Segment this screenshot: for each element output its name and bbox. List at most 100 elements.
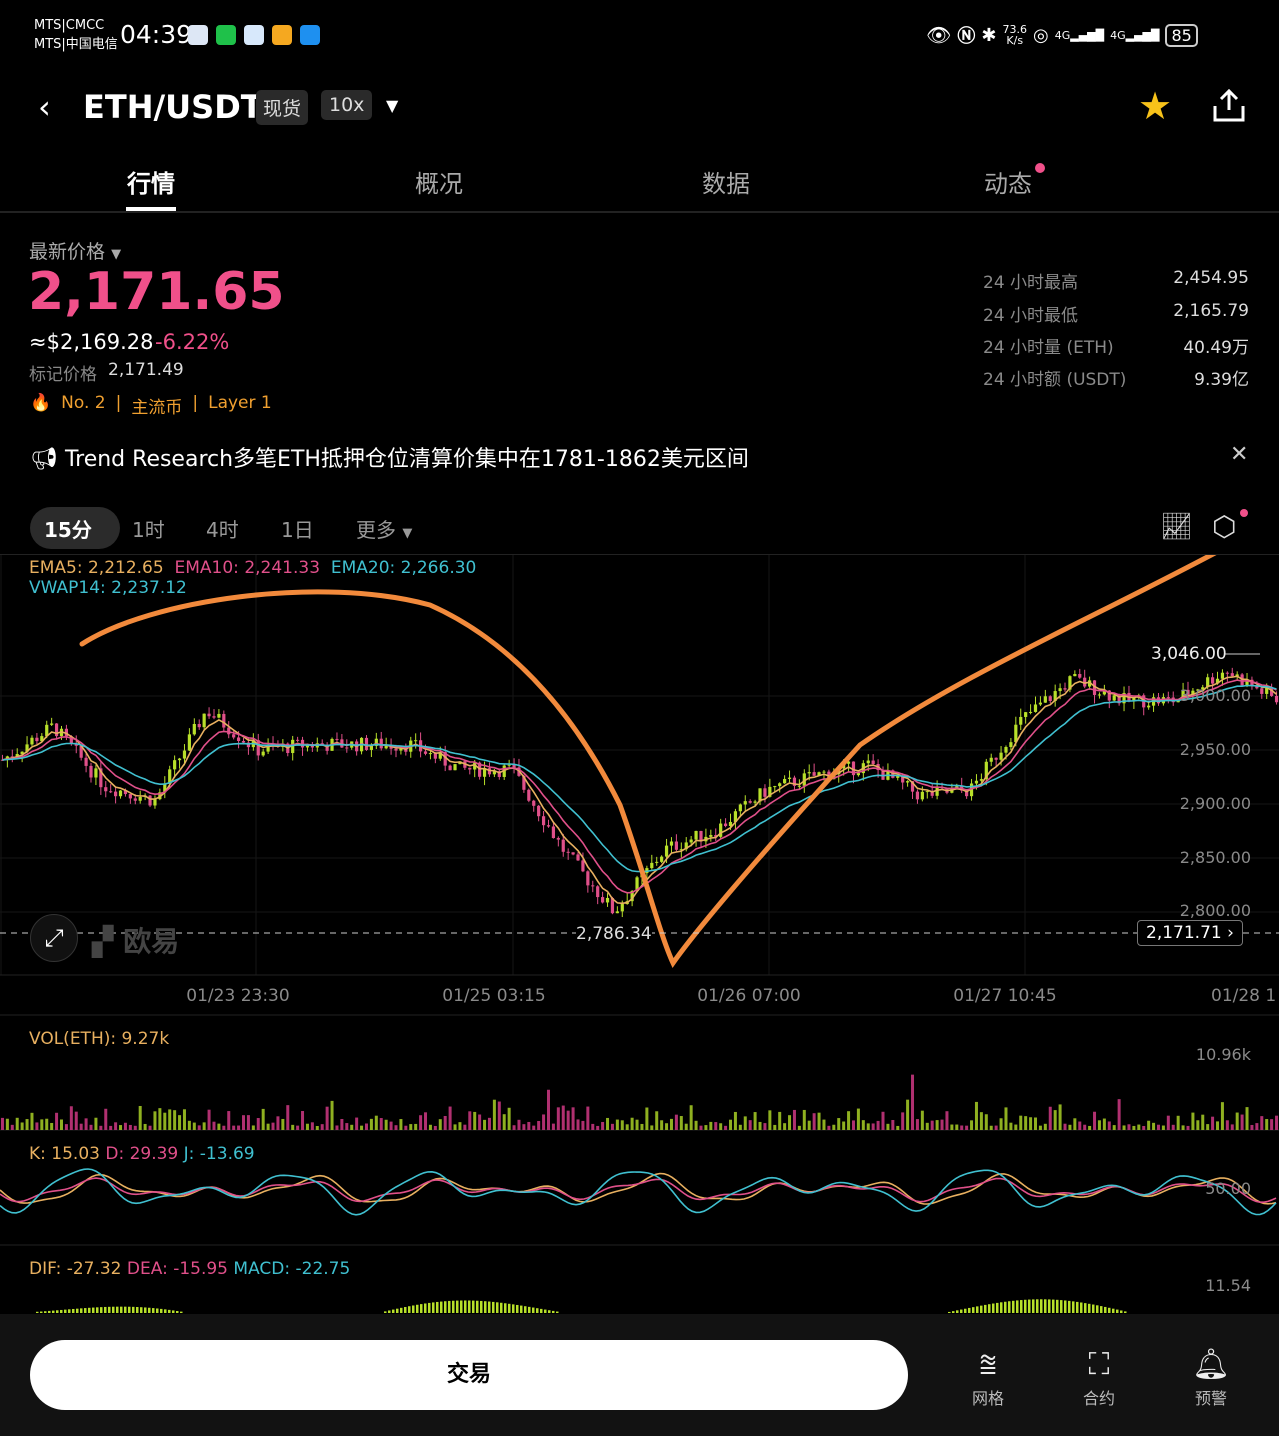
- watermark-text: 欧易: [123, 925, 180, 958]
- x-tick: 01/25 03:15: [442, 986, 546, 1006]
- macd-bar: [1076, 1301, 1079, 1313]
- candle-body: [241, 740, 246, 743]
- candle-body: [1043, 696, 1047, 703]
- kdj-level: 50.00: [1205, 1179, 1251, 1198]
- volume-bar: [1206, 1124, 1210, 1130]
- candle-body: [1063, 688, 1067, 690]
- volume-bar: [758, 1121, 762, 1130]
- macd-level: 11.54: [1205, 1276, 1251, 1295]
- volume-bar: [606, 1117, 610, 1130]
- volume-bar: [1004, 1107, 1008, 1130]
- macd-bar: [520, 1305, 523, 1313]
- volume-bar: [74, 1111, 78, 1130]
- volume-bar: [217, 1123, 221, 1130]
- candle-body: [423, 751, 428, 754]
- candle-body: [920, 791, 924, 800]
- settings-icon[interactable]: ⬡: [1212, 510, 1237, 543]
- indicator-icon[interactable]: 📈︎: [1160, 512, 1194, 542]
- candle-body: [556, 838, 560, 840]
- macd-bar: [416, 1304, 419, 1313]
- macd-bar: [452, 1300, 455, 1313]
- fullscreen-icon[interactable]: ⤢: [30, 914, 78, 962]
- volume-bar: [891, 1120, 895, 1130]
- macd-bar: [136, 1307, 139, 1313]
- volume-bar: [25, 1119, 29, 1130]
- macd-bar: [96, 1307, 99, 1313]
- volume-bar: [438, 1119, 442, 1130]
- volume-bar: [1112, 1125, 1116, 1130]
- macd-bar: [456, 1300, 459, 1313]
- category-tag[interactable]: 主流币: [131, 398, 183, 418]
- candle-body: [650, 862, 654, 869]
- volume-bar: [448, 1106, 452, 1130]
- app-icon: [188, 25, 208, 45]
- candle-body: [561, 839, 565, 852]
- candle-body: [1181, 689, 1185, 700]
- tab-data[interactable]: 数据: [702, 170, 750, 198]
- volume-bar: [1019, 1115, 1023, 1130]
- okx-watermark: ▞ 欧易: [92, 925, 180, 958]
- timeframe-1h[interactable]: 1时: [132, 518, 165, 542]
- volume-bar: [847, 1111, 851, 1130]
- timeframe-4h[interactable]: 4时: [206, 518, 239, 542]
- candle-body: [1260, 688, 1264, 694]
- volume-bar: [773, 1124, 777, 1130]
- volume-bar: [753, 1112, 757, 1130]
- macd-bar: [1004, 1301, 1007, 1313]
- trade-button[interactable]: 交易: [30, 1340, 908, 1410]
- candle-body: [133, 798, 137, 801]
- grid-button[interactable]: ⩰ 网格: [953, 1345, 1023, 1409]
- volume-bar: [965, 1125, 969, 1130]
- volume-bar: [453, 1124, 457, 1130]
- divider: [0, 554, 1279, 555]
- share-icon[interactable]: [1211, 88, 1247, 124]
- volume-bar: [212, 1121, 216, 1130]
- candle-body: [566, 851, 570, 853]
- last-price: 2,171.65: [28, 262, 285, 322]
- announcement[interactable]: 📢︎ Trend Research多笔ETH抵押仓位清算价集中在1781-186…: [30, 441, 749, 473]
- volume-bar: [591, 1123, 595, 1130]
- candle-body: [291, 739, 295, 754]
- close-icon[interactable]: ✕: [1230, 442, 1249, 467]
- candle-body: [787, 777, 792, 779]
- timeframe-more[interactable]: 更多 ▼: [356, 514, 412, 543]
- layer-tag[interactable]: Layer 1: [208, 393, 272, 413]
- app-icon: [244, 25, 264, 45]
- price-type-selector[interactable]: 最新价格 ▼: [29, 237, 121, 264]
- candle-body: [905, 781, 910, 783]
- stat-label: 24 小时量 (ETH): [983, 338, 1114, 358]
- candle-body: [507, 764, 511, 766]
- timeframe-1d[interactable]: 1日: [281, 518, 314, 542]
- macd-bar: [440, 1301, 443, 1313]
- candle-body: [438, 752, 442, 759]
- macd-bar: [88, 1307, 91, 1313]
- tab-news[interactable]: 动态: [984, 170, 1032, 198]
- volume-bar: [532, 1125, 536, 1130]
- tab-overview[interactable]: 概况: [415, 170, 463, 198]
- timeframe-15m[interactable]: 15分: [44, 518, 92, 542]
- rank-tag[interactable]: No. 2: [61, 393, 106, 413]
- volume-bar: [684, 1123, 688, 1130]
- volume-bar: [699, 1125, 703, 1130]
- candle-body: [187, 734, 191, 751]
- volume-bar: [1038, 1125, 1042, 1130]
- candle-body: [1132, 697, 1136, 701]
- volume-bar: [984, 1114, 988, 1130]
- tab-market[interactable]: 行情: [127, 170, 175, 198]
- volume-bar: [1235, 1112, 1239, 1130]
- kline-chart[interactable]: [0, 555, 1279, 1315]
- current-price-tag[interactable]: 2,171.71 ›: [1137, 920, 1243, 946]
- pair-dropdown-icon[interactable]: ▼: [386, 96, 399, 115]
- macd-bar: [952, 1311, 955, 1313]
- candle-body: [1265, 687, 1269, 694]
- macd-bar: [464, 1300, 467, 1313]
- contract-button[interactable]: ⛶ 合约: [1064, 1345, 1134, 1409]
- volume-bar: [925, 1122, 929, 1130]
- pair-title[interactable]: ETH/USDT: [83, 88, 263, 126]
- volume-bar: [837, 1118, 841, 1130]
- alert-button[interactable]: 🔔︎ 预警: [1176, 1345, 1246, 1409]
- macd-bar: [36, 1311, 39, 1313]
- back-button[interactable]: ‹: [38, 88, 51, 126]
- divider: [0, 211, 1279, 213]
- star-icon[interactable]: ★: [1138, 84, 1173, 128]
